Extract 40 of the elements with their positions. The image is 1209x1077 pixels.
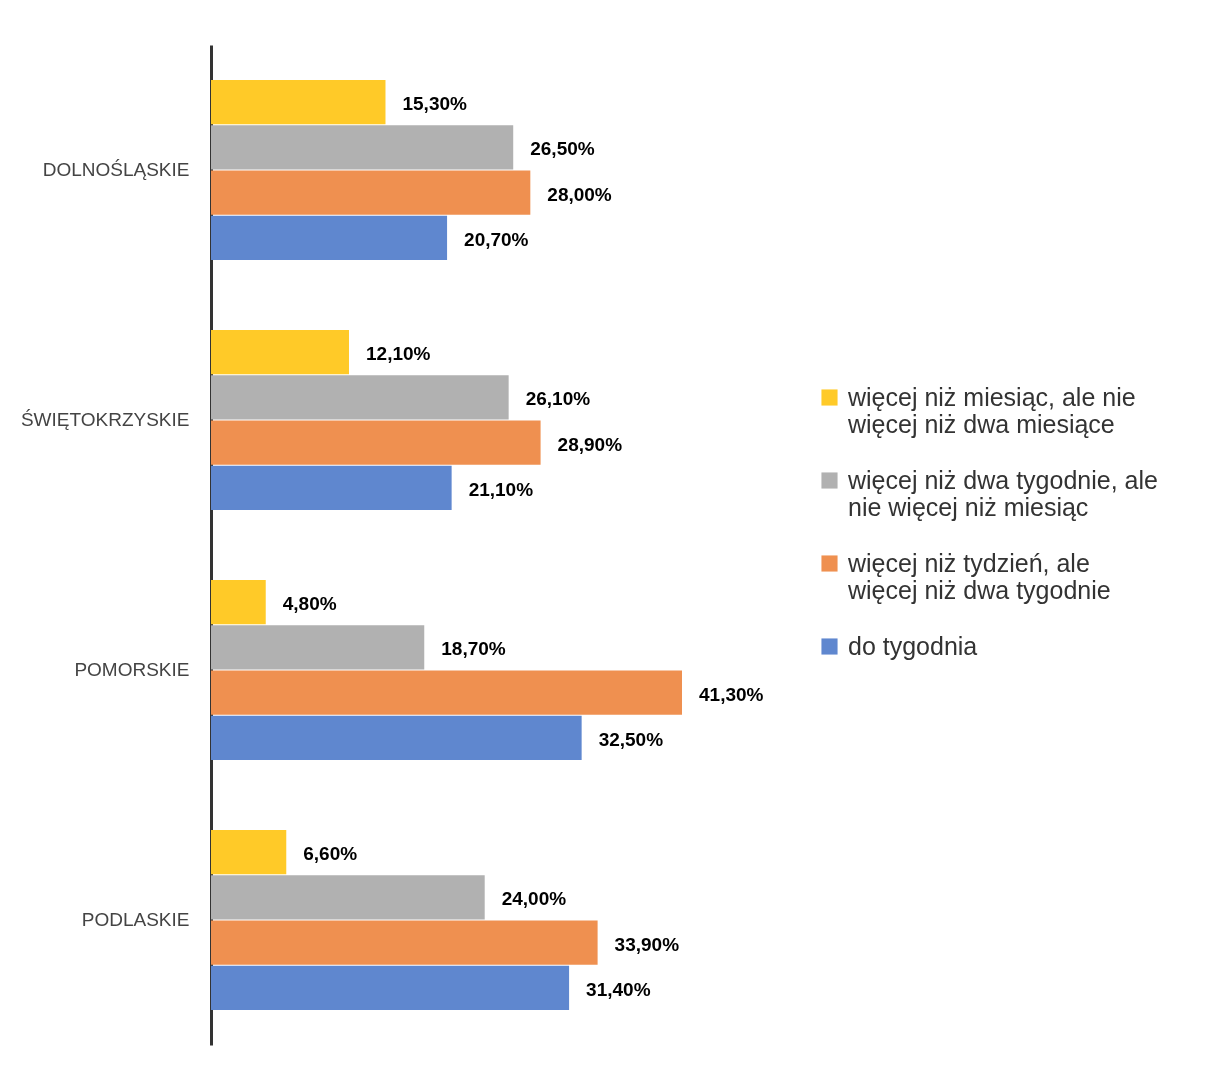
bar — [211, 125, 514, 170]
bar — [211, 920, 598, 965]
bar — [211, 215, 448, 260]
legend-label: więcej niż tydzień, ale więcej niż dwa tygodnie — [847, 548, 1111, 604]
data-label: 28,00% — [547, 183, 612, 205]
data-label: 41,30% — [699, 683, 764, 705]
data-label: 18,70% — [441, 638, 506, 660]
data-label: 28,90% — [557, 433, 623, 455]
bar — [211, 830, 287, 875]
bar — [211, 80, 386, 125]
data-label: 26,10% — [525, 388, 591, 410]
data-label: 33,90% — [614, 933, 680, 955]
bar — [211, 715, 582, 760]
legend-label: do tygodnia — [848, 631, 978, 660]
bar — [211, 170, 531, 215]
bar — [211, 330, 349, 375]
bar — [211, 965, 570, 1010]
bar — [211, 875, 485, 920]
data-label: 20,70% — [464, 228, 529, 250]
legend-label: więcej niż dwa tygodnie, ale nie więcej niż miesiąc — [847, 465, 1158, 521]
data-label: 15,30% — [402, 93, 468, 115]
data-label: 6,60% — [303, 843, 358, 865]
bar — [211, 375, 509, 420]
data-label: 24,00% — [501, 888, 567, 910]
data-label: 32,50% — [598, 728, 664, 750]
data-label: 31,40% — [586, 978, 651, 1000]
bar — [211, 670, 682, 715]
data-label: 21,10% — [468, 478, 534, 500]
bar — [211, 580, 266, 625]
data-label: 26,50% — [530, 138, 595, 160]
y-tick-label: ŚWIĘTOKRZYSKIE — [20, 409, 190, 430]
bar — [211, 465, 452, 510]
y-tick-label: POMORSKIE — [74, 659, 190, 680]
y-tick-label: DOLNOŚLĄSKIE — [42, 159, 190, 180]
data-label: 4,80% — [282, 593, 337, 615]
data-label: 12,10% — [365, 343, 431, 365]
bar — [211, 420, 541, 465]
y-tick-label: PODLASKIE — [81, 909, 190, 930]
legend-label: więcej niż miesiąc, ale nie więcej niż dwa miesiące — [847, 382, 1136, 438]
bar — [211, 625, 425, 670]
